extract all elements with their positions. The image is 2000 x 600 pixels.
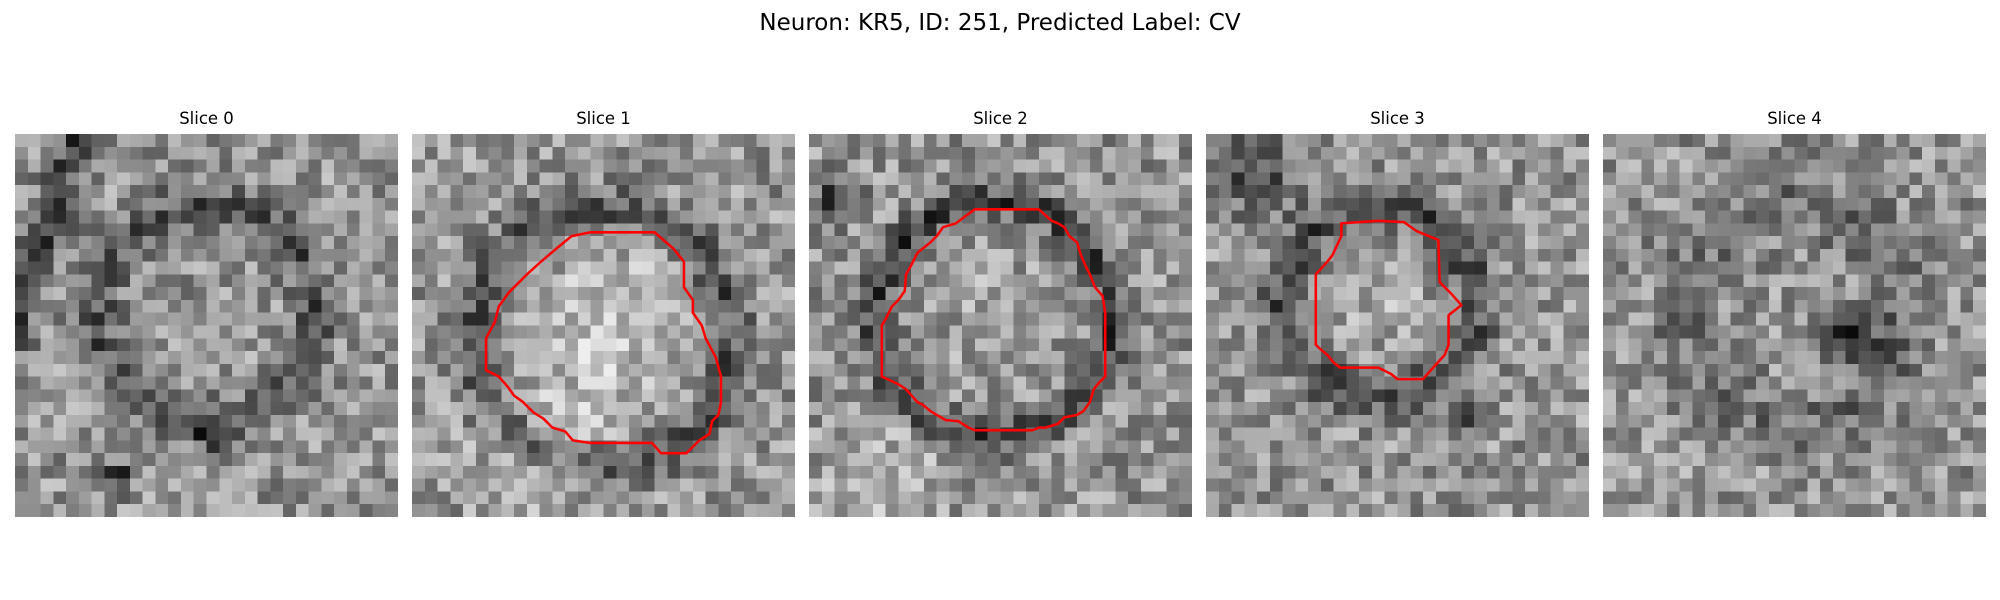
slice-3-image bbox=[1206, 134, 1589, 517]
slice-4-image bbox=[1603, 134, 1986, 517]
slice-0-image bbox=[15, 134, 398, 517]
slice-1-image bbox=[412, 134, 795, 517]
slice-2-contour bbox=[880, 208, 1107, 432]
panel-slice-3: Slice 3 bbox=[1206, 108, 1589, 517]
panel-slice-4: Slice 4 bbox=[1603, 108, 1986, 517]
panel-title-slice-4: Slice 4 bbox=[1767, 109, 1822, 128]
slice-1-contour bbox=[484, 231, 723, 455]
panel-title-slice-2: Slice 2 bbox=[973, 109, 1028, 128]
panel-title-slice-0: Slice 0 bbox=[179, 109, 234, 128]
panel-title-slice-1: Slice 1 bbox=[576, 109, 631, 128]
panel-title-slice-3: Slice 3 bbox=[1370, 109, 1425, 128]
panel-slice-2: Slice 2 bbox=[809, 108, 1192, 517]
figure-title: Neuron: KR5, ID: 251, Predicted Label: C… bbox=[759, 10, 1241, 36]
slice-3-contour bbox=[1314, 219, 1463, 381]
panel-slice-1: Slice 1 bbox=[412, 108, 795, 517]
panel-slice-0: Slice 0 bbox=[15, 108, 398, 517]
slice-2-image bbox=[809, 134, 1192, 517]
